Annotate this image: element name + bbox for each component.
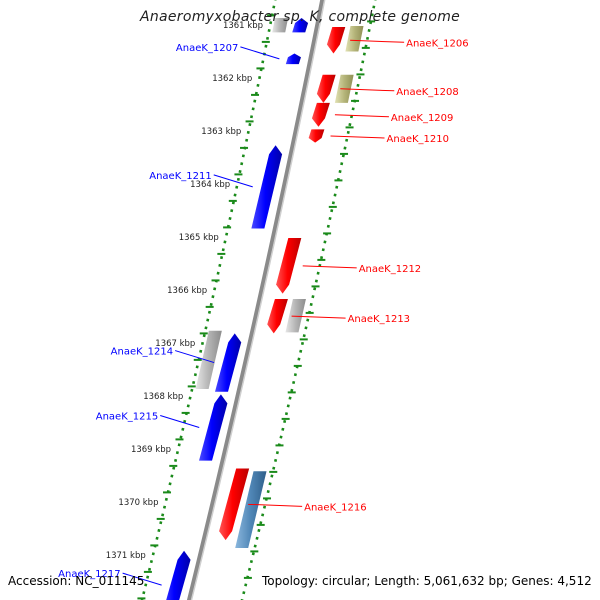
genes-value: 4,512 bbox=[557, 574, 592, 588]
gene-label: AnaeK_1215 bbox=[96, 411, 158, 422]
anaek_1215-gene-arrow bbox=[199, 394, 228, 461]
feature-3-rna-block bbox=[345, 26, 364, 52]
grid-layer bbox=[137, 0, 377, 600]
map-title: Anaeromyxobacter sp. K, complete genome bbox=[139, 9, 461, 25]
genome-summary: Topology: circular; Length: 5,061,632 bp… bbox=[262, 574, 592, 588]
anaek_1212-gene-arrow bbox=[276, 238, 302, 294]
features-layer bbox=[166, 18, 364, 600]
tick-label: 1368 kbp bbox=[143, 392, 183, 402]
gene-label: AnaeK_1213 bbox=[348, 314, 410, 325]
feature-0-pseudo-block bbox=[272, 18, 289, 33]
accession-label: Accession: bbox=[8, 574, 72, 588]
topology-label: Topology: bbox=[262, 574, 319, 588]
anaek_1209-gene-arrow bbox=[311, 102, 330, 127]
outer-scale-ring bbox=[240, 0, 377, 600]
gene-label: AnaeK_1214 bbox=[111, 347, 173, 358]
topology-value: circular bbox=[321, 574, 367, 588]
backbone-highlight bbox=[190, 0, 326, 600]
feature-14-pseudo-block bbox=[195, 330, 222, 390]
tick-label: 1364 kbp bbox=[190, 180, 230, 190]
callout-line bbox=[340, 88, 395, 92]
inner-scale-ring bbox=[140, 0, 277, 600]
anaek_1216-gene-arrow bbox=[219, 468, 250, 541]
callout-line bbox=[350, 39, 405, 43]
tick-label: 1371 kbp bbox=[106, 551, 146, 561]
gene-label: AnaeK_1217 bbox=[58, 569, 120, 580]
callout-line bbox=[174, 350, 215, 364]
backbone-layer bbox=[186, 0, 326, 600]
callout-line bbox=[291, 315, 346, 319]
gene-label: AnaeK_1209 bbox=[391, 113, 453, 124]
tick-label: 1363 kbp bbox=[201, 127, 241, 137]
gene-label: AnaeK_1211 bbox=[149, 171, 211, 182]
feature-12-pseudo-block bbox=[285, 298, 306, 333]
callout-line bbox=[240, 46, 280, 60]
tick-label: 1365 kbp bbox=[179, 233, 219, 243]
gene-label: AnaeK_1210 bbox=[387, 134, 449, 145]
length-value: 5,061,632 bp bbox=[423, 574, 504, 588]
labels-layer: 1361 kbp 1362 kbp 1363 kbp 1364 kbp 1365 kbp… bbox=[58, 21, 469, 586]
accession-info: Accession: NC_011145 bbox=[8, 574, 144, 588]
gene-label: AnaeK_1206 bbox=[406, 38, 468, 49]
feature-17-other-block bbox=[235, 471, 267, 549]
tick-label: 1367 kbp bbox=[155, 339, 195, 349]
anaek_1213-gene-arrow bbox=[267, 298, 288, 334]
tick-label: 1369 kbp bbox=[131, 445, 171, 455]
callout-line bbox=[334, 114, 389, 118]
backbone-line bbox=[186, 0, 325, 600]
callout-line bbox=[248, 503, 303, 507]
anaek_1206-gene-arrow bbox=[326, 27, 346, 54]
callout-line bbox=[213, 174, 253, 188]
anaek_1210-gene-arrow bbox=[308, 129, 325, 143]
callout-line bbox=[160, 414, 200, 428]
callout-line bbox=[330, 135, 385, 139]
tick-label: 1361 kbp bbox=[223, 21, 263, 31]
accession-value: NC_011145 bbox=[75, 574, 145, 588]
anaek_1217-gene-arrow bbox=[166, 550, 191, 600]
length-label: Length: bbox=[374, 574, 420, 588]
gene-label: AnaeK_1207 bbox=[176, 43, 238, 54]
anaek_1208-gene-arrow bbox=[316, 74, 336, 103]
tick-label: 1370 kbp bbox=[118, 498, 158, 508]
genes-label: Genes: bbox=[511, 574, 554, 588]
feature-1-gene-arrow bbox=[292, 18, 309, 33]
callout-line bbox=[122, 572, 162, 586]
gene-label: AnaeK_1208 bbox=[396, 87, 458, 98]
anaek_1211-gene-arrow bbox=[251, 145, 283, 229]
gene-label: AnaeK_1216 bbox=[304, 502, 366, 513]
anaek_1214-gene-arrow bbox=[215, 333, 242, 392]
callout-line bbox=[302, 265, 357, 269]
tick-label: 1366 kbp bbox=[167, 286, 207, 296]
tick-label: 1362 kbp bbox=[212, 74, 252, 84]
gene-label: AnaeK_1212 bbox=[359, 264, 421, 275]
anaek_1207-gene-arrow bbox=[285, 53, 301, 65]
